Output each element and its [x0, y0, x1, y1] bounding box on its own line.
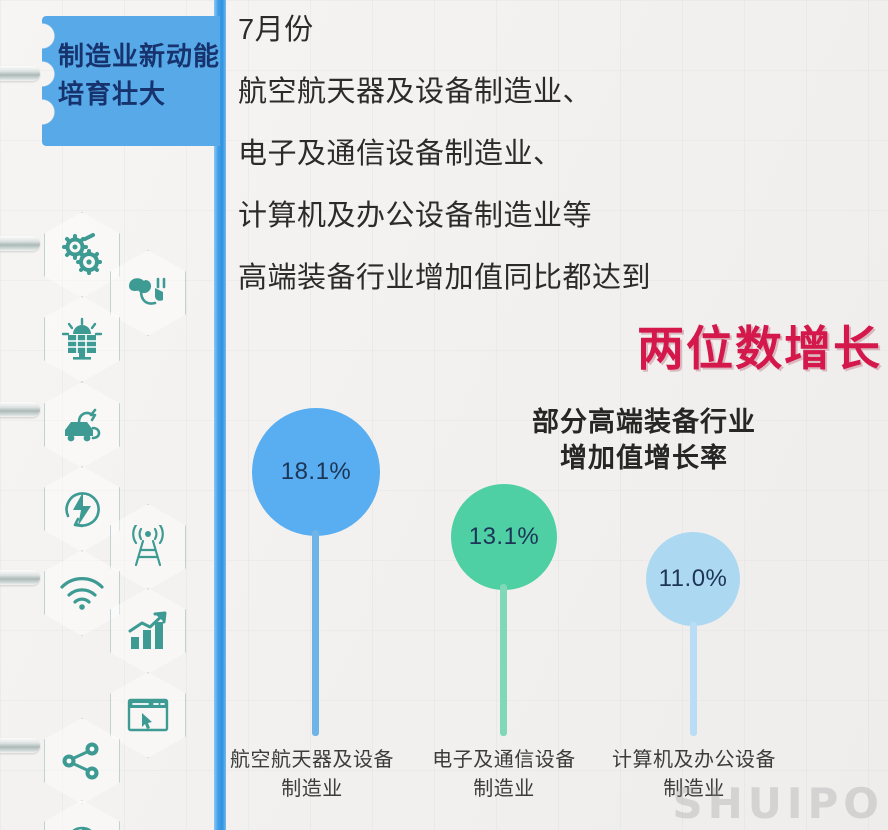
body-line-3: 电子及通信设备制造业、 — [238, 138, 563, 170]
broadcast-tower-icon — [110, 504, 186, 590]
chart-bubble-1: 13.1% — [451, 484, 557, 590]
body-line-5: 高端装备行业增加值同比都达到 — [238, 262, 652, 294]
chart-category-0-line-2: 制造业 — [281, 778, 343, 800]
chart-category-2: 计算机及办公设备 制造业 — [600, 746, 788, 804]
notebook-ring-icon — [0, 738, 40, 753]
chart-title: 部分高端装备行业 增加值增长率 — [494, 404, 794, 477]
share-network-icon — [44, 718, 120, 804]
chart-stem-1 — [500, 584, 507, 736]
browser-window-icon — [110, 672, 186, 758]
lollipop-chart: 部分高端装备行业 增加值增长率 18.1% 航空航天器及设备 制造业 13.1%… — [230, 380, 888, 830]
solar-panel-icon — [44, 296, 120, 382]
chart-stem-2 — [690, 622, 697, 736]
chart-category-1: 电子及通信设备 制造业 — [414, 746, 594, 804]
section-badge: 制造业新动能 培育壮大 — [42, 16, 220, 146]
notebook-ring-icon — [0, 570, 40, 585]
pie-chart-icon — [44, 800, 120, 830]
vertical-blue-divider — [214, 0, 226, 830]
growth-chart-icon — [110, 588, 186, 674]
badge-line-1: 制造业新动能 — [58, 41, 221, 71]
chart-category-1-line-2: 制造业 — [473, 778, 535, 800]
chart-category-0-line-1: 航空航天器及设备 — [230, 749, 394, 771]
notebook-ring-icon — [0, 236, 40, 251]
electric-car-icon — [44, 382, 120, 468]
chart-bubble-0: 18.1% — [252, 408, 380, 536]
highlight-text: 两位数增长 — [637, 322, 882, 375]
chart-bubble-2: 11.0% — [646, 532, 740, 626]
body-line-4: 计算机及办公设备制造业等 — [238, 200, 593, 232]
chart-title-line-1: 部分高端装备行业 — [532, 407, 756, 437]
wifi-icon — [44, 550, 120, 636]
chart-title-line-2: 增加值增长率 — [560, 443, 728, 474]
notebook-ring-icon — [0, 66, 40, 81]
chart-category-0: 航空航天器及设备 制造业 — [216, 746, 408, 804]
chart-category-2-line-1: 计算机及办公设备 — [612, 749, 776, 771]
body-line-2: 航空航天器及设备制造业、 — [238, 76, 593, 108]
body-line-1: 7月份 — [238, 14, 314, 46]
badge-line-2: 培育壮大 — [58, 78, 167, 109]
notebook-ring-icon — [0, 402, 40, 417]
content-area: 7月份 航空航天器及设备制造业、 电子及通信设备制造业、 计算机及办公设备制造业… — [230, 0, 888, 830]
gears-icon — [44, 212, 120, 298]
leaf-plug-icon — [110, 250, 186, 336]
chart-category-2-line-2: 制造业 — [663, 778, 725, 800]
energy-recycle-icon — [44, 466, 120, 552]
chart-stem-0 — [312, 530, 319, 736]
chart-category-1-line-1: 电子及通信设备 — [432, 749, 576, 771]
